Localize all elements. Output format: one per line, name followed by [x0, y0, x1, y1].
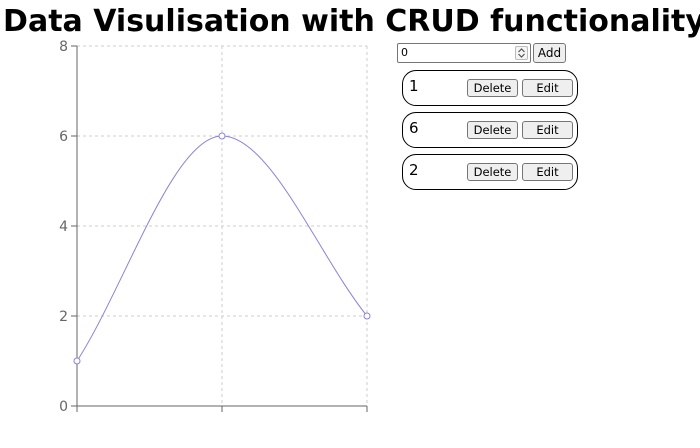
y-tick-label: 4	[59, 219, 68, 235]
list-item: 6 Delete Edit	[402, 112, 578, 148]
page-title: Data Visulisation with CRUD functionalit…	[3, 4, 700, 39]
edit-button[interactable]: Edit	[522, 163, 573, 181]
add-controls: 0 Add	[397, 42, 566, 64]
item-value: 6	[409, 119, 419, 137]
delete-button[interactable]: Delete	[467, 79, 518, 97]
chart-axes: 0 2 4 6 8	[59, 39, 368, 415]
item-value: 1	[409, 77, 419, 95]
chart-grid	[76, 45, 368, 407]
spinner-icon[interactable]	[515, 46, 528, 60]
list-item: 1 Delete Edit	[402, 70, 578, 106]
edit-button[interactable]: Edit	[522, 121, 573, 139]
data-point	[363, 312, 371, 320]
data-point	[73, 357, 81, 365]
number-input-value: 0	[401, 46, 408, 59]
y-tick-label: 8	[59, 39, 68, 55]
y-tick-label: 0	[59, 399, 68, 415]
item-value: 2	[409, 161, 419, 179]
number-input[interactable]: 0	[397, 43, 531, 63]
delete-button[interactable]: Delete	[467, 121, 518, 139]
chart-series	[73, 132, 371, 365]
list-item: 2 Delete Edit	[402, 154, 578, 190]
data-point	[218, 132, 226, 140]
edit-button[interactable]: Edit	[522, 79, 573, 97]
y-tick-label: 6	[59, 129, 68, 145]
delete-button[interactable]: Delete	[467, 163, 518, 181]
series-line	[76, 135, 368, 362]
item-list: 1 Delete Edit 6 Delete Edit 2 Delete Edi…	[402, 70, 578, 196]
y-tick-label: 2	[59, 309, 68, 325]
add-button[interactable]: Add	[533, 43, 566, 63]
